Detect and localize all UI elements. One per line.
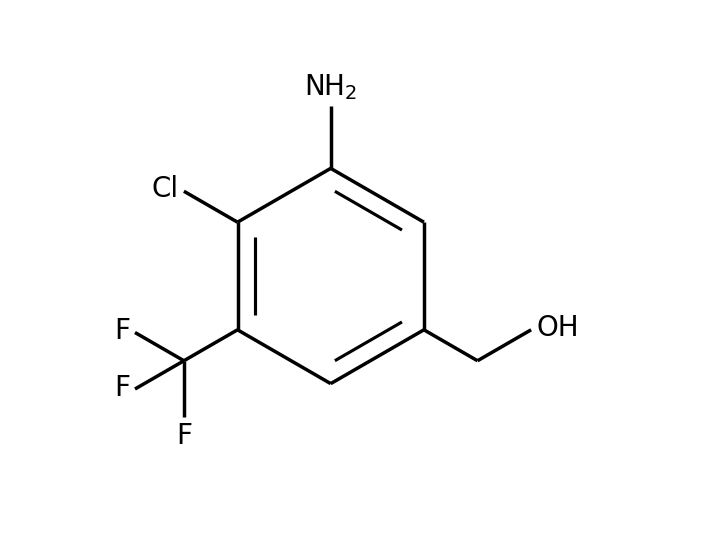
Text: F: F bbox=[115, 374, 131, 402]
Text: Cl: Cl bbox=[152, 174, 179, 203]
Text: OH: OH bbox=[537, 314, 579, 342]
Text: F: F bbox=[115, 317, 131, 346]
Text: NH$_2$: NH$_2$ bbox=[304, 72, 357, 102]
Text: F: F bbox=[176, 422, 192, 449]
